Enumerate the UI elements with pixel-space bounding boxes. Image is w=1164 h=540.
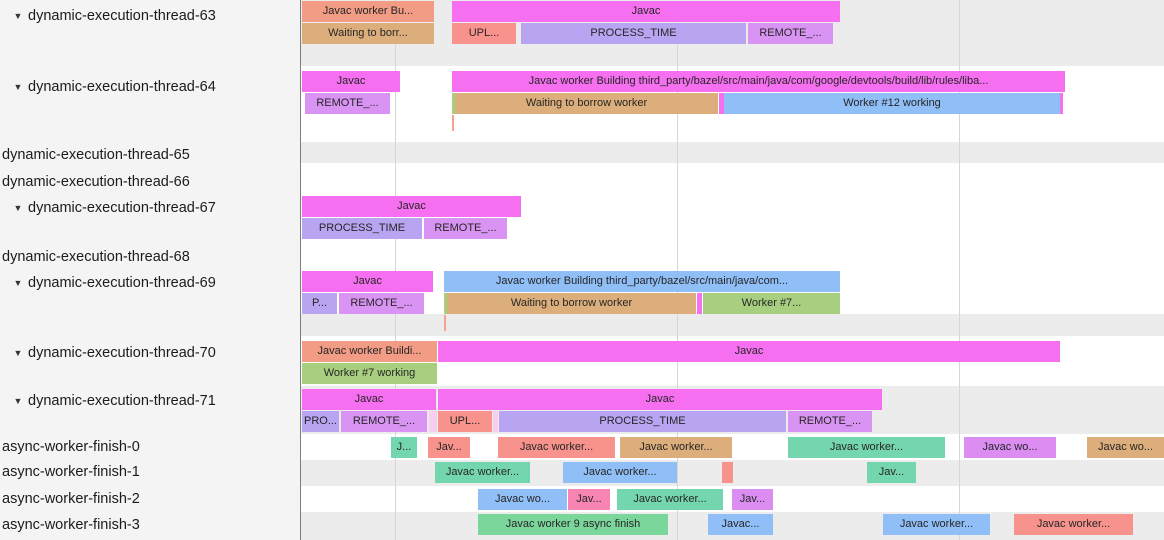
trace-span[interactable]: Javac worker Building third_party/bazel/… [452, 71, 1065, 92]
trace-span[interactable]: Javac [302, 71, 400, 92]
collapse-arrow-icon[interactable]: ▼ [13, 277, 23, 288]
trace-span[interactable]: P... [302, 293, 337, 314]
trace-span[interactable]: Javac [302, 271, 433, 292]
trace-span[interactable] [719, 93, 724, 114]
trace-span[interactable]: Javac worker... [788, 437, 945, 458]
trace-span[interactable]: UPL... [438, 411, 492, 432]
collapse-arrow-icon[interactable]: ▼ [13, 10, 23, 21]
sidebar-thread-row[interactable]: ▼ dynamic-execution-thread-69 [0, 273, 306, 292]
trace-span[interactable]: Javac wo... [1087, 437, 1164, 458]
trace-span[interactable]: REMOTE_... [788, 411, 872, 432]
trace-span[interactable]: Javac worker 9 async finish [478, 514, 668, 535]
trace-span[interactable]: Javac worker... [1014, 514, 1133, 535]
thread-name-label: dynamic-execution-thread-70 [28, 344, 216, 361]
trace-span[interactable]: Javac worker Bu... [302, 1, 434, 22]
collapse-arrow-icon[interactable]: ▼ [13, 347, 23, 358]
thread-name-label: dynamic-execution-thread-69 [28, 274, 216, 291]
trace-span[interactable]: Javac wo... [964, 437, 1056, 458]
trace-span[interactable]: Javac worker Building third_party/bazel/… [444, 271, 840, 292]
sidebar-thread-row[interactable]: dynamic-execution-thread-66 [0, 172, 298, 191]
trace-span[interactable] [493, 411, 498, 432]
trace-span[interactable] [1060, 93, 1063, 114]
trace-span[interactable]: Jav... [568, 489, 610, 510]
row-background [300, 142, 1164, 163]
trace-span[interactable]: Worker #7 working [302, 363, 437, 384]
trace-span[interactable]: Worker #12 working [724, 93, 1060, 114]
trace-span[interactable]: Javac [438, 389, 882, 410]
trace-span[interactable] [722, 462, 733, 483]
sidebar-thread-row[interactable]: dynamic-execution-thread-68 [0, 247, 298, 266]
trace-span[interactable] [697, 293, 702, 314]
timeline-area[interactable]: Javac worker Bu... Javac Waiting to borr..… [300, 0, 1164, 540]
trace-span[interactable]: Jav... [732, 489, 773, 510]
trace-span[interactable]: REMOTE_... [424, 218, 507, 239]
collapse-arrow-icon[interactable]: ▼ [13, 202, 23, 213]
trace-span[interactable]: PROCESS_TIME [521, 23, 746, 44]
sidebar-thread-row[interactable]: ▼ dynamic-execution-thread-67 [0, 198, 306, 217]
trace-span[interactable]: Waiting to borrow worker [447, 293, 696, 314]
trace-span[interactable]: Javac [452, 1, 840, 22]
sidebar-thread-row[interactable]: async-worker-finish-3 [0, 515, 298, 534]
time-gridline [395, 0, 396, 540]
sidebar-thread-row[interactable]: async-worker-finish-1 [0, 462, 298, 481]
thread-name-label: async-worker-finish-0 [2, 438, 140, 455]
trace-span[interactable]: REMOTE_... [305, 93, 390, 114]
thread-name-label: dynamic-execution-thread-71 [28, 392, 216, 409]
trace-span[interactable]: Javac worker... [435, 462, 530, 483]
instant-event-tick[interactable] [444, 315, 446, 331]
trace-span[interactable]: REMOTE_... [748, 23, 833, 44]
trace-span[interactable]: Javac [438, 341, 1060, 362]
sidebar-thread-row[interactable]: ▼ dynamic-execution-thread-70 [0, 343, 306, 362]
trace-span[interactable]: Javac [302, 389, 436, 410]
sidebar-thread-row[interactable]: ▼ dynamic-execution-thread-63 [0, 6, 306, 25]
sidebar-thread-row[interactable]: dynamic-execution-thread-65 [0, 145, 298, 164]
trace-span[interactable]: PROCESS_TIME [499, 411, 786, 432]
trace-span[interactable]: REMOTE_... [339, 293, 424, 314]
instant-event-tick[interactable] [452, 115, 454, 131]
sidebar-thread-row[interactable]: ▼ dynamic-execution-thread-71 [0, 391, 306, 410]
sidebar-thread-row[interactable]: async-worker-finish-2 [0, 489, 298, 508]
row-background [300, 314, 1164, 336]
trace-span[interactable]: PRO... [302, 411, 339, 432]
thread-name-label: dynamic-execution-thread-66 [2, 173, 190, 190]
thread-name-label: dynamic-execution-thread-64 [28, 78, 216, 95]
trace-span[interactable]: Waiting to borrow worker [455, 93, 718, 114]
trace-span[interactable]: Javac wo... [478, 489, 567, 510]
trace-span[interactable]: Waiting to borr... [302, 23, 434, 44]
sidebar-thread-row[interactable]: ▼ dynamic-execution-thread-64 [0, 77, 306, 96]
sidebar-thread-row[interactable]: async-worker-finish-0 [0, 437, 298, 456]
trace-span[interactable]: Javac [302, 196, 521, 217]
collapse-arrow-icon[interactable]: ▼ [13, 81, 23, 92]
time-gridline [677, 0, 678, 540]
trace-span[interactable] [452, 93, 455, 114]
thread-name-label: dynamic-execution-thread-68 [2, 248, 190, 265]
trace-span[interactable]: Javac worker Buildi... [302, 341, 437, 362]
trace-span[interactable]: PROCESS_TIME [302, 218, 422, 239]
trace-span[interactable]: Javac worker... [498, 437, 615, 458]
trace-span[interactable]: Jav... [867, 462, 916, 483]
thread-name-label: async-worker-finish-2 [2, 490, 140, 507]
trace-span[interactable]: Jav... [428, 437, 470, 458]
trace-span[interactable]: UPL... [452, 23, 516, 44]
collapse-arrow-icon[interactable]: ▼ [13, 395, 23, 406]
trace-span[interactable]: Javac worker... [620, 437, 732, 458]
trace-span[interactable] [444, 293, 447, 314]
trace-span[interactable]: J... [391, 437, 417, 458]
trace-span[interactable]: Javac worker... [883, 514, 990, 535]
trace-span[interactable]: Worker #7... [703, 293, 840, 314]
thread-list-sidebar: ▼ dynamic-execution-thread-63 ▼ dynamic-exe… [0, 0, 301, 540]
thread-name-label: dynamic-execution-thread-63 [28, 7, 216, 24]
thread-name-label: async-worker-finish-3 [2, 516, 140, 533]
trace-span[interactable] [429, 411, 437, 432]
trace-span[interactable]: REMOTE_... [341, 411, 427, 432]
time-gridline [959, 0, 960, 540]
thread-name-label: dynamic-execution-thread-65 [2, 146, 190, 163]
trace-span[interactable]: Javac worker... [617, 489, 723, 510]
trace-span[interactable]: Javac worker... [563, 462, 677, 483]
trace-span[interactable]: Javac... [708, 514, 773, 535]
thread-name-label: async-worker-finish-1 [2, 463, 140, 480]
thread-name-label: dynamic-execution-thread-67 [28, 199, 216, 216]
